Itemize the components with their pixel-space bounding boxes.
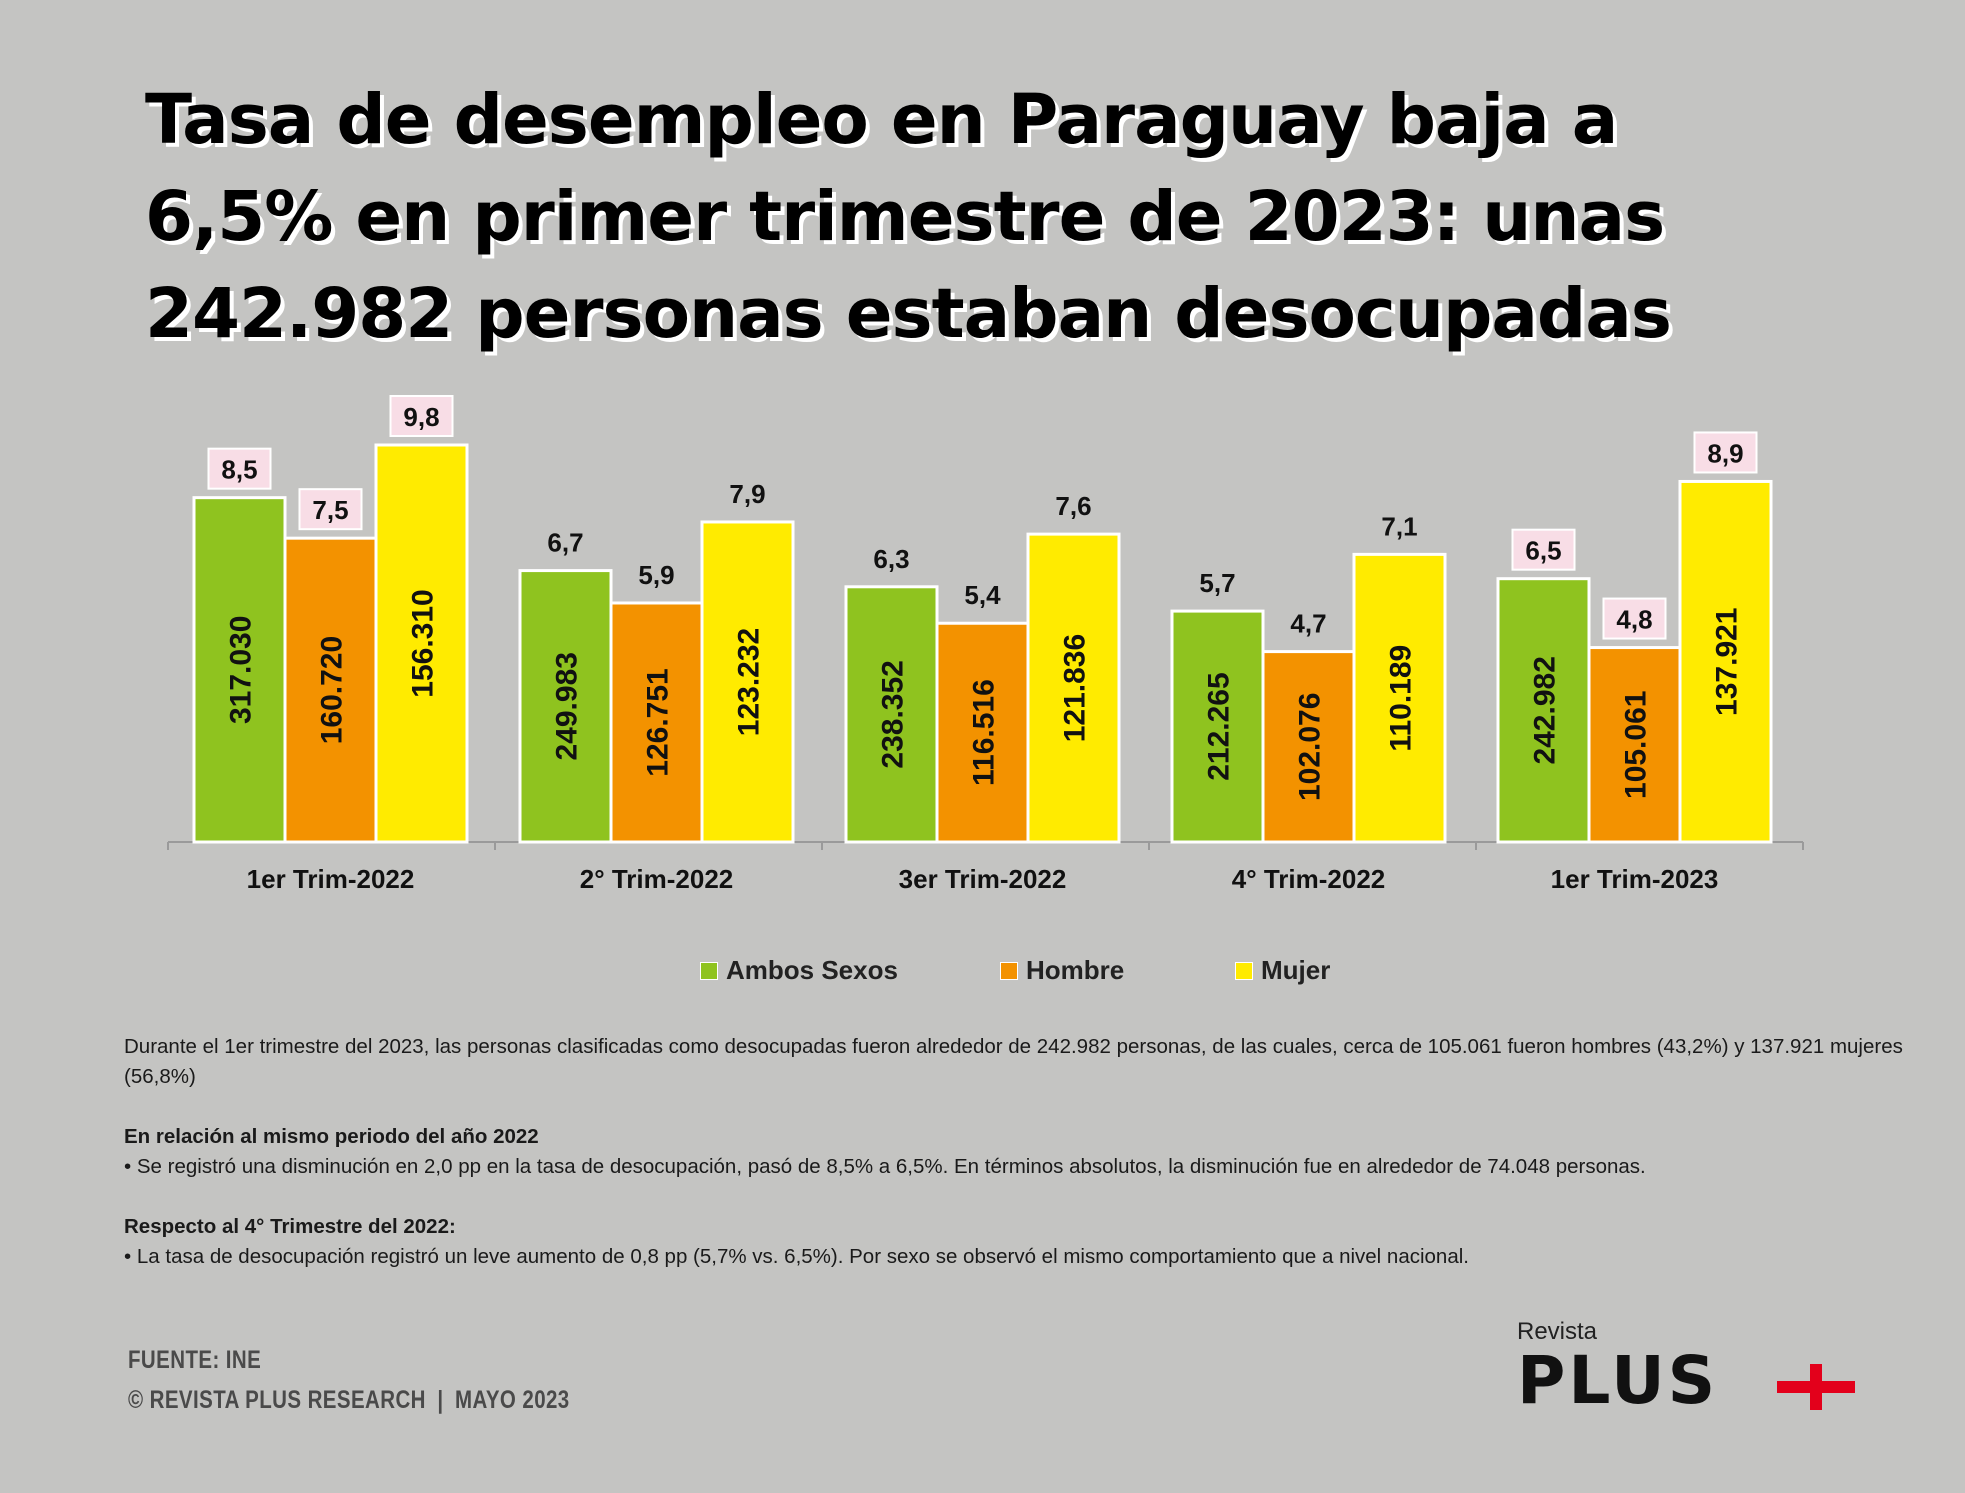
- logo-big-text: PLUS: [1517, 1342, 1719, 1419]
- bar-persons-label: 249.983: [551, 652, 584, 760]
- bar-value-label: 6,3: [873, 544, 909, 574]
- legend-label-ambos: Ambos Sexos: [726, 955, 898, 985]
- notes-section: Durante el 1er trimestre del 2023, las p…: [124, 1032, 1904, 1272]
- category-label: 1er Trim-2022: [247, 864, 415, 894]
- bar-0-1: [518, 569, 613, 844]
- footer-credit-line: © REVISTA PLUS RESEARCH | MAYO 2023: [128, 1380, 570, 1420]
- title-line-3: 242.982 personas estaban desocupadas: [145, 274, 1672, 354]
- bar-value-label: 4,8: [1616, 605, 1652, 635]
- footer-separator: |: [437, 1386, 444, 1414]
- legend-item-hombre: Hombre: [1000, 955, 1235, 986]
- legend-label-hombre: Hombre: [1026, 955, 1125, 985]
- title-line-2: 6,5% en primer trimestre de 2023: unas: [145, 177, 1665, 257]
- value-label-box: [1602, 597, 1667, 640]
- notes-section1-text: • Se registró una disminución en 2,0 pp …: [124, 1155, 1646, 1178]
- bar-value-label: 8,9: [1707, 438, 1743, 468]
- title-line-1: Tasa de desempleo en Paraguay baja a: [145, 80, 1618, 160]
- bar-1-4: [1587, 646, 1682, 844]
- bar-persons-label: 105.061: [1620, 691, 1653, 799]
- bar-value-label: 7,5: [312, 495, 348, 525]
- bar-value-label: 8,5: [221, 455, 257, 485]
- legend-swatch-mujer: [1235, 961, 1253, 980]
- value-label-box: [1693, 431, 1758, 474]
- bar-persons-label: 110.189: [1385, 645, 1418, 752]
- bar-value-label: 5,7: [1199, 568, 1235, 598]
- bar-persons-label: 160.720: [316, 636, 349, 744]
- category-label: 4° Trim-2022: [1232, 864, 1386, 894]
- bar-value-label: 4,7: [1290, 609, 1326, 639]
- value-label-box: [207, 447, 272, 490]
- bar-persons-label: 102.076: [1294, 693, 1327, 801]
- chart-legend: Ambos Sexos Hombre Mujer: [700, 955, 1535, 986]
- plus-icon: [1777, 1364, 1855, 1410]
- category-label: 1er Trim-2023: [1551, 864, 1719, 894]
- legend-swatch-hombre: [1000, 961, 1018, 980]
- footer-source: FUENTE: INE: [128, 1346, 262, 1374]
- bar-persons-label: 156.310: [407, 589, 440, 697]
- bar-1-3: [1261, 650, 1356, 844]
- footer-credit: © REVISTA PLUS RESEARCH: [128, 1386, 426, 1414]
- bar-2-4: [1678, 479, 1773, 844]
- bar-persons-label: 123.232: [733, 628, 766, 736]
- bar-value-label: 7,6: [1055, 491, 1091, 521]
- bar-value-label: 5,4: [964, 580, 1001, 610]
- value-label-box: [298, 488, 363, 531]
- notes-section1-heading: En relación al mismo periodo del año 202…: [124, 1125, 539, 1148]
- bar-2-3: [1352, 552, 1447, 844]
- footer-date: MAYO 2023: [455, 1386, 570, 1414]
- value-label-box: [1511, 528, 1576, 571]
- bar-0-4: [1496, 577, 1591, 844]
- category-label: 2° Trim-2022: [580, 864, 734, 894]
- bar-1-2: [935, 621, 1030, 844]
- bar-value-label: 7,1: [1381, 511, 1417, 541]
- notes-intro: Durante el 1er trimestre del 2023, las p…: [124, 1035, 1903, 1088]
- legend-item-mujer: Mujer: [1235, 955, 1535, 986]
- bar-value-label: 7,9: [729, 479, 765, 509]
- bar-0-0: [192, 496, 287, 844]
- footer-credits: FUENTE: INE © REVISTA PLUS RESEARCH | MAYO…: [128, 1340, 570, 1420]
- bar-2-2: [1026, 532, 1121, 844]
- bar-persons-label: 137.921: [1711, 608, 1744, 716]
- legend-swatch-ambos: [700, 961, 718, 980]
- unemployment-bar-chart: 317.030 8,5 160.720 7,5 156.310 9,8 1er Trim-2…: [167, 395, 1804, 894]
- bar-persons-label: 317.030: [225, 616, 258, 724]
- bar-persons-label: 121.836: [1059, 634, 1092, 742]
- bar-2-1: [700, 520, 795, 844]
- bar-0-3: [1170, 609, 1265, 844]
- bar-persons-label: 212.265: [1203, 672, 1236, 780]
- value-label-box: [389, 395, 454, 437]
- legend-label-mujer: Mujer: [1261, 955, 1331, 985]
- logo-small-text: Revista: [1517, 1318, 1598, 1345]
- bar-2-0: [374, 443, 469, 844]
- bar-value-label: 6,7: [547, 528, 583, 558]
- bar-0-2: [844, 585, 939, 844]
- bar-persons-label: 116.516: [968, 679, 1001, 786]
- revista-plus-logo: Revista PLUS: [1517, 1318, 1857, 1418]
- category-label: 3er Trim-2022: [899, 864, 1067, 894]
- bar-persons-label: 126.751: [642, 668, 675, 776]
- bar-persons-label: 238.352: [877, 660, 910, 768]
- bar-value-label: 5,9: [638, 560, 674, 590]
- bar-value-label: 9,8: [403, 402, 439, 432]
- page-title: Tasa de desempleo en Paraguay baja a 6,5…: [145, 72, 1905, 363]
- bar-1-0: [283, 536, 378, 844]
- legend-item-ambos: Ambos Sexos: [700, 955, 1000, 986]
- notes-section2-text: • La tasa de desocupación registró un le…: [124, 1245, 1469, 1268]
- bar-value-label: 6,5: [1525, 536, 1561, 566]
- bar-1-1: [609, 601, 704, 844]
- notes-section2-heading: Respecto al 4° Trimestre del 2022:: [124, 1215, 456, 1238]
- bar-persons-label: 242.982: [1529, 656, 1562, 764]
